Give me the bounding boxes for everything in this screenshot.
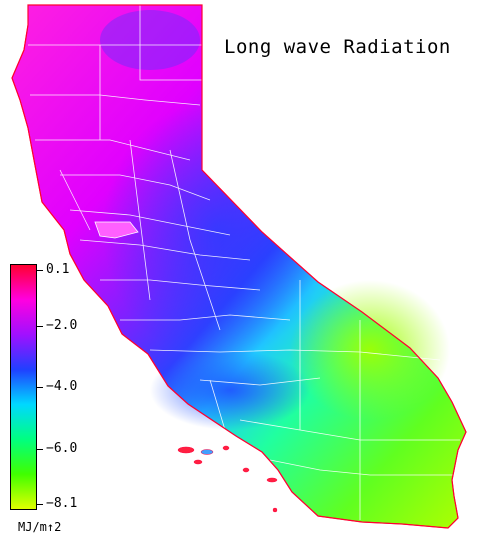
legend-tick [37,387,43,388]
legend-tick [37,270,43,271]
color-scale-bar [10,264,37,510]
legend-tick [37,326,43,327]
legend-tick [37,449,43,450]
legend-label-4: −4.0 [46,379,78,394]
legend-tick [37,504,43,505]
channel-islands [177,445,278,513]
legend-label-2: −2.0 [46,318,78,333]
county-boundaries [28,5,460,520]
legend-unit: MJ/m↑2 [18,520,62,534]
legend-label-6: −6.0 [46,441,78,456]
legend-label-min: −8.1 [46,496,78,511]
legend-label-max: 0.1 [46,262,70,277]
map-title: Long wave Radiation [224,36,451,58]
